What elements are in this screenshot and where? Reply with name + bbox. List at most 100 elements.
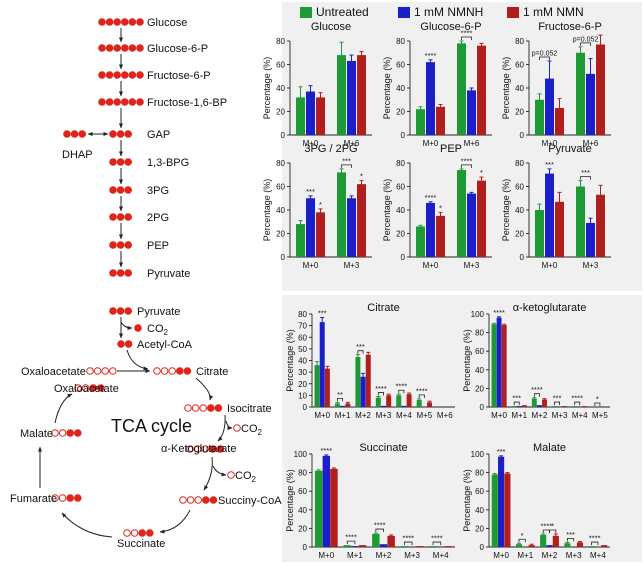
x-tick-label: M+4: [572, 411, 588, 420]
bar-M+4-1 mM NMN: [582, 406, 588, 407]
oaa-inner-dot-3: [97, 384, 105, 392]
y-tick-label: 80: [276, 159, 285, 168]
glycolysis-metabolite-0: Glucose: [147, 17, 187, 29]
y-tick-label: 80: [515, 37, 524, 46]
significance-bracket: [377, 392, 384, 396]
y-tick-label: 0: [520, 131, 525, 140]
isocitrate-dot-0: [184, 404, 192, 412]
bar-M+6-1 mM NMNH: [467, 90, 476, 135]
co2-dot-1: [134, 324, 142, 332]
y-tick-label: 20: [396, 108, 405, 117]
significance-bracket: [461, 164, 472, 168]
legend-swatch-nmnh: [398, 7, 410, 18]
citrate-dot-2: [168, 367, 176, 375]
y-tick-label: 80: [298, 310, 307, 319]
bar-M+2-1 mM NMNH: [360, 376, 366, 407]
chart-title: Pyruvate: [548, 143, 591, 155]
x-tick-label: M+3: [376, 411, 392, 420]
glycolysis-carbon-dot: [105, 18, 114, 26]
oaa-top-dot-2: [101, 367, 109, 375]
bar-M+4-Untreated: [572, 406, 578, 407]
significance-label: ***: [356, 342, 365, 351]
akg-dot-4: [216, 445, 225, 453]
y-axis-label: Percentage (%): [285, 329, 295, 392]
y-tick-label: 50: [298, 345, 307, 354]
tca-pyruvate-dot-0: [109, 307, 117, 315]
significance-label: *: [596, 395, 599, 404]
akg-dot-2: [201, 445, 209, 453]
bar-M+3-1 mM NMN: [416, 546, 424, 547]
x-tick-label: M+3: [566, 551, 582, 560]
significance-label: p=0.052: [532, 50, 558, 57]
chart-1: Glucose-6-P 0 20 40 60 80 Percentage (%) M+0 M+6…: [382, 21, 492, 148]
y-axis-label: Percentage (%): [262, 57, 272, 120]
significance-label: ****: [425, 193, 437, 202]
glycolysis-carbon-dot: [109, 213, 117, 221]
isocitrate-dot-4: [214, 404, 223, 412]
significance-bracket: [594, 402, 601, 406]
glycolysis-carbon-dot: [109, 130, 117, 138]
y-tick-label: 60: [276, 183, 285, 192]
bar-M+2-Untreated: [355, 357, 361, 407]
co2-text-3: CO: [235, 470, 252, 482]
y-tick-label: 40: [475, 506, 484, 515]
significance-label: ***: [342, 156, 351, 165]
glycolysis-carbon-dot: [109, 158, 117, 166]
x-tick-label: M+6: [583, 139, 599, 148]
significance-label: *: [439, 203, 442, 212]
y-tick-label: 80: [475, 469, 484, 478]
bar-M+6-1 mM NMN: [477, 45, 486, 136]
significance-label: *: [521, 531, 524, 540]
fumarate-label: Fumarate: [10, 493, 57, 505]
y-axis-label: Percentage (%): [462, 469, 472, 532]
significance-label: ****: [345, 533, 357, 542]
bar-M+0-1 mM NMNH: [426, 202, 435, 257]
glycolysis-carbon-dot: [116, 269, 125, 277]
succinyl-succinate-arrow: [159, 509, 191, 534]
x-tick-label: M+0: [314, 411, 330, 420]
significance-bracket: [580, 42, 591, 46]
y-tick-label: 10: [298, 391, 307, 400]
glycolysis-metabolite-1: Glucose-6-P: [147, 43, 208, 55]
glycolysis-carbon-dot: [128, 18, 137, 26]
glycolysis-carbon-dot: [124, 213, 132, 221]
significance-label: *: [319, 200, 322, 209]
bar-M+0-Untreated: [491, 474, 498, 547]
glycolysis-carbon-dot: [105, 98, 114, 106]
glycolysis-metabolite-5: 1,3-BPG: [147, 157, 189, 169]
chart-title: Glucose-6-P: [420, 21, 481, 33]
significance-label: ****: [402, 534, 414, 543]
significance-label: ***: [497, 447, 506, 456]
y-tick-label: 40: [396, 84, 405, 93]
fumarate-dot-1: [58, 494, 67, 502]
oxaloacetate-top-label: Oxaloacetate: [21, 366, 86, 378]
glycolysis-carbon-dot: [98, 71, 106, 79]
y-tick-label: 40: [515, 84, 524, 93]
y-tick-label: 40: [475, 366, 484, 375]
bar-M+0-1 mM NMN: [504, 473, 511, 547]
bar-M+0-1 mM NMN: [555, 107, 564, 135]
x-tick-label: M+3: [404, 551, 420, 560]
isocitrate-label: Isocitrate: [227, 403, 272, 415]
bar-M+3-Untreated: [337, 172, 346, 257]
oaa-inner-dot-0: [74, 384, 82, 392]
chart-title: 3PG / 2PG: [304, 143, 357, 155]
x-tick-label: M+1: [517, 551, 533, 560]
glycolysis-carbon-dot: [128, 44, 137, 52]
glycolysis-carbon-dot: [98, 18, 106, 26]
succinyl-coa-dot-0: [179, 496, 187, 504]
significance-bracket: [375, 528, 384, 533]
significance-label: ****: [425, 51, 437, 60]
bar-M+4-Untreated: [588, 546, 595, 547]
legend-swatch-untreated: [300, 7, 312, 18]
y-tick-label: 40: [298, 506, 307, 515]
y-tick-label: 30: [298, 368, 307, 377]
succinate-fumarate-arrow: [61, 512, 113, 538]
glycolysis-carbon-dot: [109, 186, 117, 194]
x-tick-label: M+2: [355, 411, 371, 420]
isocitrate-dot-3: [207, 404, 215, 412]
y-tick-label: 0: [401, 131, 406, 140]
bar-M+2-1 mM NMN: [387, 535, 395, 547]
tca-pyruvate-dot-2: [124, 307, 132, 315]
glycolysis-pathway: Glucose Glucose-6-P Fructose-6-P Fructose-1…: [62, 17, 227, 280]
